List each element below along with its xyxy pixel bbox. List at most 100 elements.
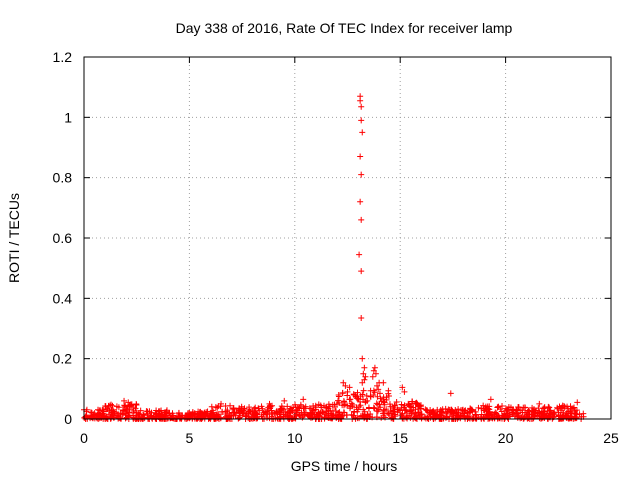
plot-frame	[83, 56, 612, 420]
data-point	[315, 401, 322, 408]
data-point	[373, 407, 380, 414]
data-point	[391, 411, 398, 418]
data-point	[297, 401, 304, 408]
data-point	[219, 408, 226, 415]
data-point	[229, 409, 236, 416]
data-point	[572, 414, 579, 421]
data-point	[357, 413, 364, 420]
data-point	[545, 403, 552, 410]
data-point	[113, 412, 120, 419]
data-point	[371, 364, 378, 371]
data-point	[385, 392, 392, 399]
data-point	[480, 402, 487, 409]
data-point	[266, 400, 273, 407]
data-point	[191, 411, 198, 418]
data-point	[374, 382, 381, 389]
data-point	[465, 414, 472, 421]
chart-title: Day 338 of 2016, Rate Of TEC Index for r…	[176, 20, 513, 36]
data-point	[115, 404, 122, 411]
data-point	[342, 401, 349, 408]
data-point	[134, 415, 141, 422]
data-point	[349, 403, 356, 410]
data-point	[380, 394, 387, 401]
data-point	[335, 391, 342, 398]
data-point	[375, 386, 382, 393]
data-point	[245, 413, 252, 420]
data-point	[381, 401, 388, 408]
data-point	[574, 399, 581, 406]
data-point	[520, 404, 527, 411]
data-point	[401, 406, 408, 413]
data-point	[487, 396, 494, 403]
data-point	[300, 405, 307, 412]
data-point	[204, 408, 211, 415]
data-point	[513, 406, 520, 413]
data-point	[215, 411, 222, 418]
data-point	[292, 401, 299, 408]
data-point	[323, 412, 330, 419]
y-tick-label: 0.6	[53, 230, 73, 246]
data-point	[367, 393, 374, 400]
data-point	[358, 117, 365, 124]
data-point	[361, 376, 368, 383]
data-point	[399, 384, 406, 391]
data-point	[273, 408, 280, 415]
data-point	[362, 398, 369, 405]
data-point	[571, 404, 578, 411]
data-point	[370, 404, 377, 411]
data-point	[157, 414, 164, 421]
data-point	[374, 401, 381, 408]
data-point	[546, 404, 553, 411]
x-tick-label: 15	[392, 430, 408, 446]
data-point	[393, 399, 400, 406]
data-point	[246, 404, 253, 411]
y-tick-label: 0.8	[53, 170, 73, 186]
data-point	[484, 403, 491, 410]
data-point	[359, 391, 366, 398]
data-point	[540, 405, 547, 412]
data-point	[361, 364, 368, 371]
y-tick-label: 1	[64, 109, 72, 125]
data-point	[538, 408, 545, 415]
data-point	[279, 405, 286, 412]
data-point	[562, 412, 569, 419]
data-point	[377, 395, 384, 402]
data-point	[293, 406, 300, 413]
data-point	[454, 412, 461, 419]
data-point	[499, 403, 506, 410]
data-point	[401, 388, 408, 395]
data-point	[300, 396, 307, 403]
data-point	[372, 370, 379, 377]
data-point	[128, 401, 135, 408]
data-point	[551, 411, 558, 418]
data-point	[132, 405, 139, 412]
data-point	[523, 412, 530, 419]
data-point	[390, 405, 397, 412]
data-point	[494, 404, 501, 411]
data-point	[408, 407, 415, 414]
data-point	[397, 407, 404, 414]
data-point	[358, 216, 365, 223]
data-point	[306, 405, 313, 412]
data-point	[407, 404, 414, 411]
data-point	[252, 404, 259, 411]
data-point	[339, 412, 346, 419]
data-point	[424, 415, 431, 422]
data-point	[373, 400, 380, 407]
data-point	[264, 407, 271, 414]
data-point	[370, 387, 377, 394]
data-point	[462, 407, 469, 414]
data-point	[91, 410, 98, 417]
data-point	[121, 397, 128, 404]
data-point	[348, 411, 355, 418]
data-point	[274, 411, 281, 418]
data-point	[165, 410, 172, 417]
data-point	[339, 389, 346, 396]
data-point	[439, 406, 446, 413]
data-point	[335, 415, 342, 422]
data-point	[96, 412, 103, 419]
data-point	[559, 407, 566, 414]
data-point	[110, 408, 117, 415]
data-point	[99, 406, 106, 413]
x-tick-label: 5	[186, 430, 194, 446]
